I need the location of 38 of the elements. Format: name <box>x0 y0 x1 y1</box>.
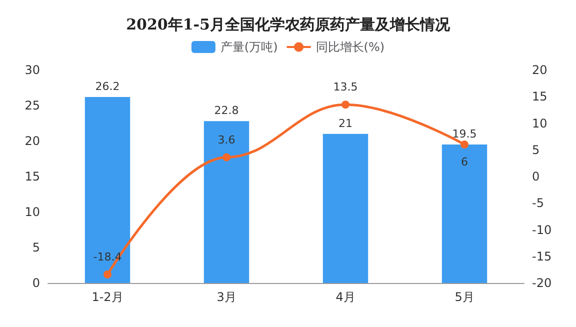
y2-tick-label: -15 <box>532 249 552 264</box>
point <box>342 100 350 109</box>
y-tick-label: 15 <box>24 170 40 184</box>
data-label: 21 <box>338 116 352 130</box>
chart-title: 2020年1-5月全国化学农药原药产量及增长情况 <box>126 16 451 34</box>
y2-tick-label: 15 <box>532 90 548 104</box>
point <box>460 140 468 149</box>
bar <box>442 144 488 283</box>
bar <box>204 121 250 283</box>
bar <box>84 96 130 283</box>
y-tick-label: 20 <box>24 134 40 148</box>
bar <box>322 134 368 283</box>
x-tick-label: 3月 <box>216 290 236 304</box>
y-tick-label: 25 <box>24 98 40 112</box>
y2-tick-label: 0 <box>532 170 540 184</box>
data-label: 26.2 <box>95 80 120 93</box>
y-tick-label: 0 <box>32 276 40 290</box>
y2-tick-label: -10 <box>532 222 552 237</box>
y2-tick-label: 10 <box>532 116 548 130</box>
data-label: 22.8 <box>214 104 239 118</box>
y-tick-label: 10 <box>24 205 40 219</box>
legend-label: 产量(万吨) <box>220 40 278 54</box>
legend-label: 同比增长(%) <box>316 40 385 54</box>
x-tick-label: 4月 <box>336 290 356 304</box>
data-label: 3.6 <box>218 133 236 146</box>
x-tick-label: 1-2月 <box>92 290 124 304</box>
point <box>222 153 230 162</box>
y-tick-label: 5 <box>32 240 40 254</box>
y2-tick-label: -20 <box>532 276 552 290</box>
y2-tick-label: 20 <box>532 63 548 77</box>
point <box>104 270 112 278</box>
y2-tick-label: -5 <box>532 196 544 210</box>
data-label: 19.5 <box>452 128 477 141</box>
y-tick-label: 30 <box>24 63 40 77</box>
x-tick-label: 5月 <box>454 290 474 304</box>
data-label: 6 <box>461 156 468 169</box>
y2-tick-label: 5 <box>532 142 540 157</box>
data-label: 13.5 <box>333 80 358 94</box>
